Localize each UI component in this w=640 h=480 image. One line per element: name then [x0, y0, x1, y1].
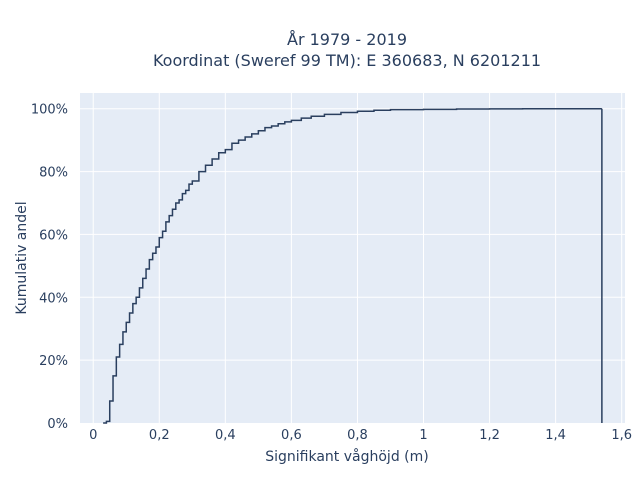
x-tick-label: 0,4: [215, 428, 236, 443]
y-tick-label: 60%: [39, 228, 68, 243]
x-tick-label: 0,2: [149, 428, 170, 443]
chart-title-line-1: År 1979 - 2019: [287, 30, 407, 49]
x-axis-title: Signifikant våghöjd (m): [265, 448, 428, 465]
cdf-step-line: [103, 108, 603, 424]
x-tick-label: 0: [89, 428, 97, 443]
x-tick-label: 0,6: [281, 428, 302, 443]
x-tick-label: 1,6: [611, 428, 632, 443]
x-tick-label: 1: [419, 428, 427, 443]
y-tick-label: 100%: [31, 103, 68, 118]
y-tick-label: 0%: [47, 417, 68, 432]
y-tick-label: 40%: [39, 291, 68, 306]
plot-area: [80, 93, 625, 423]
x-tick-label: 0,8: [347, 428, 368, 443]
x-tick-label: 1,2: [479, 428, 500, 443]
y-tick-label: 80%: [39, 166, 68, 181]
chart-title-line-2: Koordinat (Sweref 99 TM): E 360683, N 62…: [153, 51, 541, 70]
y-tick-label: 20%: [39, 354, 68, 369]
x-tick-label: 1,4: [545, 428, 566, 443]
tick-labels: 0 0,2 0,4 0,6 0,8 1 1,2 1,4 1,6 0% 20% 40% 60% 80% 100…: [31, 103, 632, 443]
y-axis-title: Kumulativ andel: [14, 201, 30, 314]
